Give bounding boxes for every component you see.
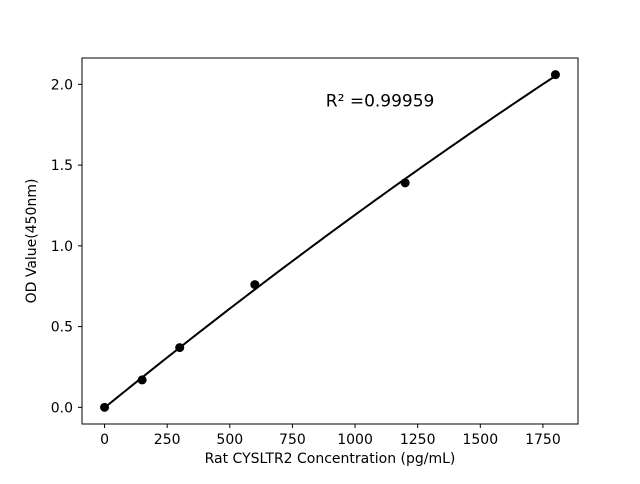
y-tick-label: 2.0 bbox=[51, 77, 73, 93]
x-tick-label: 1750 bbox=[525, 432, 561, 448]
x-tick-label: 0 bbox=[100, 432, 109, 448]
y-axis-label: OD Value(450nm) bbox=[24, 179, 40, 304]
x-tick-label: 750 bbox=[279, 432, 306, 448]
data-point bbox=[100, 402, 110, 412]
x-tick-label: 1000 bbox=[337, 432, 373, 448]
data-point bbox=[550, 70, 560, 80]
r-squared-annotation: R² =0.99959 bbox=[326, 91, 435, 111]
plot-border bbox=[81, 57, 579, 425]
x-tick-label: 1500 bbox=[462, 432, 498, 448]
x-tick-label: 500 bbox=[216, 432, 243, 448]
y-tick-label: 0.0 bbox=[51, 400, 73, 416]
data-point bbox=[400, 178, 410, 188]
data-point bbox=[250, 280, 260, 290]
y-tick-label: 0.5 bbox=[51, 320, 73, 336]
x-tick-label: 250 bbox=[154, 432, 181, 448]
data-point bbox=[175, 343, 185, 353]
data-point bbox=[137, 375, 147, 385]
x-tick-label: 1250 bbox=[400, 432, 436, 448]
y-tick-label: 1.0 bbox=[51, 239, 73, 255]
y-tick-label: 1.5 bbox=[51, 158, 73, 174]
x-axis-label: Rat CYSLTR2 Concentration (pg/mL) bbox=[205, 451, 456, 467]
